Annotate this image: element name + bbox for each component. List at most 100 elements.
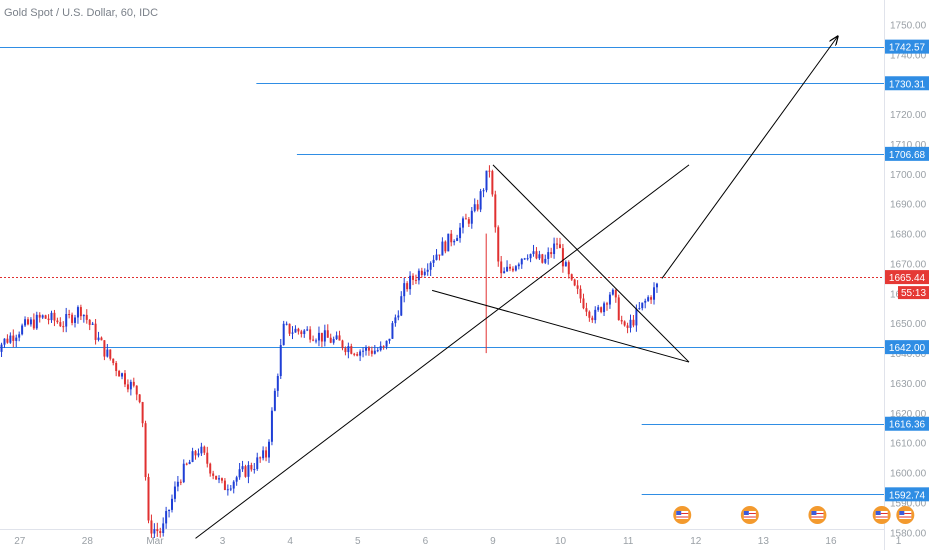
candle-body (470, 210, 473, 224)
candle-body (35, 314, 38, 329)
candle-body (273, 390, 276, 411)
candle-body (156, 529, 159, 532)
price-level-tag-label: 1742.57 (889, 43, 926, 54)
candle-body (317, 332, 320, 341)
candle-body (56, 320, 59, 323)
x-tick-label: 3 (220, 536, 226, 547)
candle-body (162, 523, 165, 533)
x-tick-label: Mar (146, 536, 164, 547)
candle-body (200, 446, 203, 454)
candle-body (88, 319, 91, 325)
price-level-tag-label: 1642.00 (889, 343, 926, 354)
candle-body (597, 307, 600, 310)
price-level-tag (885, 340, 929, 355)
trendline-wedge-bottom[interactable] (431, 289, 690, 363)
candle-body (44, 315, 47, 319)
candle-body (558, 244, 561, 249)
candle-body (135, 385, 138, 395)
y-tick-label: 1630.00 (890, 379, 927, 390)
candle-body (473, 204, 476, 211)
candle-body (506, 266, 509, 272)
candle-body (238, 469, 241, 478)
candle-body (561, 248, 564, 267)
candle-body (262, 450, 265, 459)
candle-body (191, 451, 194, 462)
candle-body (370, 350, 373, 354)
candle-body (617, 297, 620, 320)
candle-body (412, 275, 415, 280)
candle-body (103, 340, 106, 357)
candle-body (294, 328, 297, 333)
candle-body (635, 308, 638, 326)
candle-body (414, 279, 417, 281)
chart-title: Gold Spot / U.S. Dollar, 60, IDC (4, 7, 159, 19)
candle-body (94, 323, 97, 340)
x-tick-label: 10 (555, 536, 567, 547)
trendline-projection[interactable] (661, 36, 838, 279)
candle-body (232, 481, 235, 489)
x-tick-label: 5 (355, 536, 361, 547)
countdown-label: 55:13 (901, 288, 926, 299)
candle-body (288, 323, 291, 334)
candle-body (59, 322, 62, 327)
candle-body (173, 486, 176, 499)
price-level-tag (885, 39, 929, 54)
candle-body (353, 353, 356, 355)
candle-body (197, 453, 200, 456)
candle-body (235, 477, 238, 482)
y-tick-label: 1650.00 (890, 319, 927, 330)
candle-body (226, 489, 229, 491)
countdown-tag (898, 286, 929, 300)
candle-body (41, 315, 44, 318)
candle-body (532, 251, 535, 255)
candle-body (97, 337, 100, 340)
trendline-rising-support[interactable] (195, 164, 690, 539)
trendline-wedge-top[interactable] (492, 164, 690, 363)
price-level-tag-label: 1706.68 (889, 150, 926, 161)
candle-body (600, 307, 603, 313)
candle-body (432, 259, 435, 263)
candle-body (212, 473, 215, 476)
candle-body (426, 269, 429, 272)
candle-body (335, 335, 338, 340)
candle-body (373, 350, 376, 354)
price-level-tag (885, 76, 929, 91)
last-price-tag (885, 270, 929, 285)
candle-body (500, 261, 503, 274)
candle-body (171, 498, 174, 510)
candle-body (444, 241, 447, 252)
candle-body (241, 466, 244, 470)
candle-body (503, 271, 506, 274)
flag-canton (899, 511, 905, 515)
price-level-tag (885, 487, 929, 502)
candle-body (620, 319, 623, 322)
candle-body (511, 268, 514, 271)
candle-body (29, 319, 32, 325)
price-level-tag (885, 416, 929, 431)
candle-body (588, 311, 591, 318)
candle-body (18, 334, 21, 338)
candle-body (38, 314, 41, 318)
candle-body (341, 340, 344, 349)
candle-body (9, 335, 12, 343)
candle-body (603, 303, 606, 313)
candle-body (453, 240, 456, 243)
candle-body (476, 204, 479, 210)
y-tick-label: 1740.00 (890, 50, 927, 61)
flag-icon (743, 511, 756, 519)
candle-body (6, 338, 9, 343)
candle-body (220, 478, 223, 481)
candle-body (438, 254, 441, 256)
candle-body (641, 302, 644, 309)
candle-body (82, 314, 85, 317)
y-tick-label: 1610.00 (890, 439, 927, 450)
candle-body (265, 450, 268, 458)
candle-body (323, 330, 326, 342)
candle-body (388, 338, 391, 341)
flag-canton (811, 511, 817, 515)
candle-body (379, 345, 382, 351)
x-tick-label: 16 (825, 536, 837, 547)
candle-body (364, 347, 367, 351)
